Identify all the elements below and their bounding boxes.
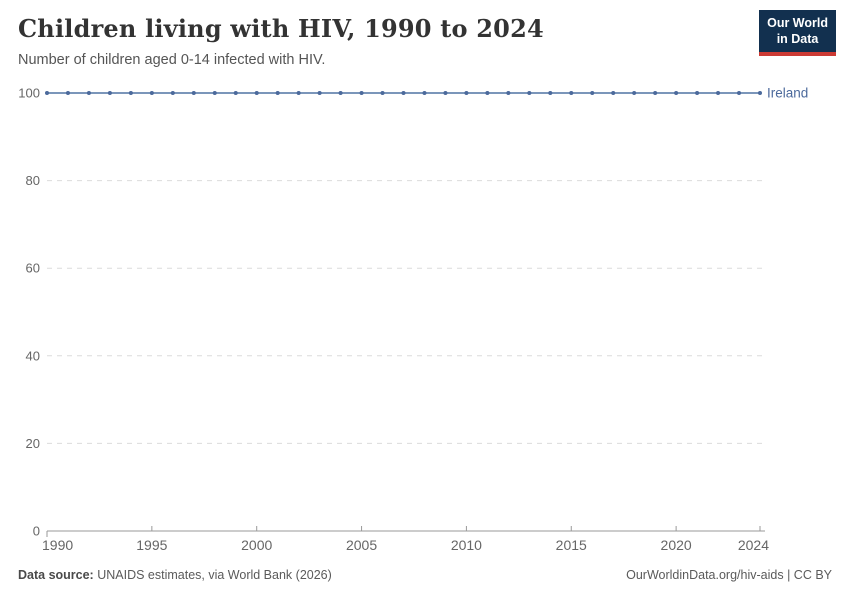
data-point-ireland-2019[interactable] — [653, 91, 658, 95]
data-source-text: UNAIDS estimates, via World Bank (2026) — [93, 568, 332, 582]
data-point-ireland-2005[interactable] — [359, 91, 364, 95]
y-tick-label-0: 0 — [33, 524, 40, 539]
data-point-ireland-1994[interactable] — [128, 91, 133, 95]
data-point-ireland-1990[interactable] — [45, 91, 49, 95]
data-point-ireland-2023[interactable] — [737, 91, 742, 95]
data-point-ireland-1992[interactable] — [86, 91, 91, 95]
data-point-ireland-2000[interactable] — [254, 91, 259, 95]
x-tick-label-1990: 1990 — [42, 537, 73, 553]
data-point-ireland-2021[interactable] — [695, 91, 700, 95]
owid-logo-line2: in Data — [776, 32, 819, 47]
data-point-ireland-1991[interactable] — [65, 91, 70, 95]
owid-citation-link[interactable]: OurWorldinData.org/hiv-aids | CC BY — [626, 568, 832, 582]
x-tick-label-2024: 2024 — [738, 537, 769, 553]
data-source-label: Data source: — [18, 568, 94, 582]
data-point-ireland-2001[interactable] — [275, 91, 280, 95]
data-point-ireland-2014[interactable] — [548, 91, 553, 95]
data-point-ireland-2003[interactable] — [317, 91, 322, 95]
y-tick-label-20: 20 — [26, 436, 40, 451]
data-source-note: Data source: UNAIDS estimates, via World… — [18, 568, 332, 582]
data-point-ireland-2015[interactable] — [569, 91, 574, 95]
data-point-ireland-1999[interactable] — [233, 91, 238, 95]
page-title: Children living with HIV, 1990 to 2024 — [18, 14, 544, 43]
data-point-ireland-2016[interactable] — [590, 91, 595, 95]
x-tick-label-2010: 2010 — [451, 537, 482, 553]
y-tick-label-80: 80 — [26, 173, 40, 188]
chart-subtitle: Number of children aged 0-14 infected wi… — [18, 52, 326, 68]
data-point-ireland-2018[interactable] — [632, 91, 637, 95]
y-tick-label-100: 100 — [18, 86, 40, 101]
data-point-ireland-2013[interactable] — [527, 91, 532, 95]
owid-logo[interactable]: Our World in Data — [759, 10, 836, 56]
data-point-ireland-2024[interactable] — [758, 91, 762, 95]
entity-label-ireland[interactable]: Ireland — [767, 86, 808, 101]
data-point-ireland-1997[interactable] — [191, 91, 196, 95]
data-point-ireland-2020[interactable] — [674, 91, 679, 95]
data-point-ireland-2002[interactable] — [296, 91, 301, 95]
chart-footer: Data source: UNAIDS estimates, via World… — [18, 568, 832, 582]
data-point-ireland-2004[interactable] — [338, 91, 343, 95]
data-point-ireland-2008[interactable] — [422, 91, 427, 95]
data-point-ireland-2010[interactable] — [464, 91, 469, 95]
data-point-ireland-1995[interactable] — [149, 91, 154, 95]
data-point-ireland-2022[interactable] — [716, 91, 721, 95]
owid-logo-line1: Our World — [767, 16, 828, 30]
data-point-ireland-2007[interactable] — [401, 91, 406, 95]
data-point-ireland-2009[interactable] — [443, 91, 448, 95]
y-tick-label-40: 40 — [26, 348, 40, 363]
x-tick-label-1995: 1995 — [136, 537, 167, 553]
x-tick-label-2005: 2005 — [346, 537, 377, 553]
data-point-ireland-2006[interactable] — [380, 91, 385, 95]
data-point-ireland-1996[interactable] — [170, 91, 175, 95]
y-tick-label-60: 60 — [26, 261, 40, 276]
data-point-ireland-2011[interactable] — [485, 91, 490, 95]
data-point-ireland-1998[interactable] — [212, 91, 217, 95]
data-point-ireland-1993[interactable] — [107, 91, 112, 95]
x-tick-label-2000: 2000 — [241, 537, 272, 553]
data-point-ireland-2012[interactable] — [506, 91, 511, 95]
x-tick-label-2020: 2020 — [661, 537, 692, 553]
data-point-ireland-2017[interactable] — [611, 91, 616, 95]
x-tick-label-2015: 2015 — [556, 537, 587, 553]
